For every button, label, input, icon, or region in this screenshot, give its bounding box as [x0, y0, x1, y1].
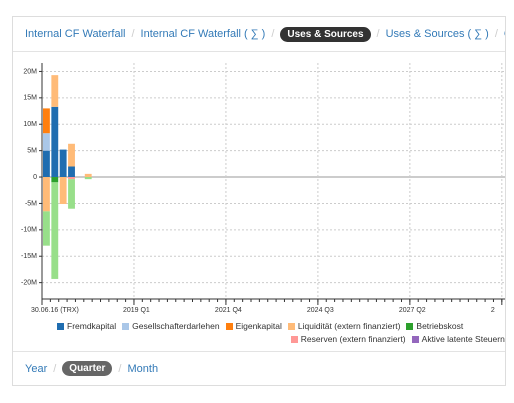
legend-label: Aktive latente Steuern (ex — [421, 334, 505, 344]
bar — [51, 106, 59, 178]
period-bar: Year / Quarter / Month — [13, 351, 505, 385]
tab[interactable]: Internal CF Waterfall ( ∑ ) — [140, 28, 266, 40]
legend-item[interactable]: Liquidität (extern finanziert) — [282, 321, 401, 331]
y-tick-label: 15M — [23, 95, 37, 102]
separator: / — [494, 28, 498, 40]
legend-label: Fremdkapital — [67, 321, 117, 331]
separator: / — [118, 362, 122, 375]
legend: Reserven (extern finanziert) Aktive laten… — [285, 334, 505, 344]
bar — [43, 211, 50, 246]
separator: / — [131, 28, 135, 40]
legend-label: Gesellschafterdarlehen — [132, 321, 220, 331]
tab[interactable]: Month — [127, 362, 159, 375]
legend: Fremdkapital Gesellschafterdarlehen Eigenk… — [51, 321, 463, 331]
bar — [43, 150, 50, 178]
legend-swatch — [290, 336, 298, 343]
separator: / — [271, 28, 275, 40]
bar — [51, 75, 59, 107]
separator: / — [376, 28, 380, 40]
chart: 20M 15M 10M 5M 0 -5M -10M -15M -20M 30.06.16 (TRX… — [21, 63, 505, 314]
tab[interactable]: Cl — [504, 28, 505, 40]
legend-swatch — [406, 323, 414, 330]
legend-item[interactable]: Fremdkapital — [51, 321, 116, 331]
bar — [59, 177, 67, 204]
bar — [43, 133, 50, 151]
bar — [51, 177, 59, 183]
y-tick-label: 0 — [33, 174, 37, 181]
legend-item[interactable]: Eigenkapital — [220, 321, 282, 331]
legend-swatch — [122, 323, 130, 330]
bar — [68, 143, 75, 167]
legend-swatch — [225, 323, 233, 330]
bar — [84, 177, 92, 180]
bar — [51, 182, 59, 279]
active-tab[interactable]: Uses & Sources — [280, 26, 371, 42]
x-tick-label: 2 — [491, 307, 495, 314]
tab[interactable]: Year — [25, 362, 48, 375]
y-tick-label: 10M — [23, 121, 37, 128]
legend-item[interactable]: Aktive latente Steuern (ex — [406, 334, 505, 344]
y-tick-label: 20M — [23, 68, 37, 75]
tab[interactable]: Uses & Sources ( ∑ ) — [385, 28, 489, 40]
legend-item[interactable]: Reserven (extern finanziert) — [285, 334, 406, 344]
legend-swatch — [411, 336, 419, 343]
y-tick-label: -15M — [21, 253, 37, 260]
legend-item[interactable]: Betriebskost — [400, 321, 463, 331]
bar — [68, 179, 75, 209]
x-tick-label: 30.06.16 (TRX) — [31, 307, 79, 314]
tab-bar: Internal CF Waterfall / Internal CF Waterf… — [13, 17, 505, 52]
legend-label: Betriebskost — [416, 321, 464, 331]
legend-label: Liquidität (extern finanziert) — [297, 321, 401, 331]
x-tick-label: 2019 Q1 — [123, 307, 150, 314]
tab[interactable]: Internal CF Waterfall — [25, 28, 126, 40]
y-tick-label: -5M — [25, 200, 37, 207]
bar — [43, 108, 50, 134]
legend-label: Reserven (extern finanziert) — [300, 334, 406, 344]
bar — [68, 177, 75, 180]
y-tick-label: -20M — [21, 279, 37, 286]
y-tick-label: -10M — [21, 227, 37, 234]
y-tick-label: 5M — [27, 147, 37, 154]
active-tab[interactable]: Quarter — [62, 361, 113, 376]
legend-item[interactable]: Gesellschafterdarlehen — [116, 321, 220, 331]
panel: Internal CF Waterfall / Internal CF Waterf… — [12, 16, 506, 386]
separator: / — [53, 362, 57, 375]
bar — [59, 149, 67, 178]
legend-swatch — [57, 323, 64, 330]
x-tick-label: 2024 Q3 — [307, 307, 334, 314]
x-tick-label: 2027 Q2 — [399, 307, 426, 314]
x-tick-label: 2021 Q4 — [215, 307, 242, 314]
bar — [84, 173, 92, 178]
legend-swatch — [287, 323, 295, 330]
legend-label: Eigenkapital — [235, 321, 282, 331]
bar — [43, 177, 50, 212]
bar — [68, 166, 75, 178]
